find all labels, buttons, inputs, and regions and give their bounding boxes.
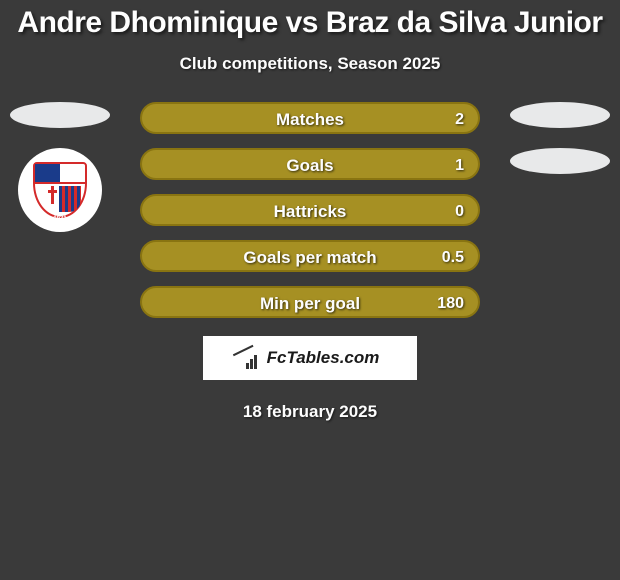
badge-stripes-icon xyxy=(59,186,81,212)
player-right-ellipse-1 xyxy=(510,102,610,128)
stat-label: Goals xyxy=(142,150,478,182)
bahia-badge-icon: ESPORTE CLUBE BAHIA 1931 xyxy=(30,160,90,220)
stat-row: Goals1 xyxy=(140,148,480,180)
player-right-ellipse-2 xyxy=(510,148,610,174)
club-badge-left: ESPORTE CLUBE BAHIA 1931 xyxy=(18,148,102,232)
stat-label: Hattricks xyxy=(142,196,478,228)
stat-label: Goals per match xyxy=(142,242,478,274)
left-column: ESPORTE CLUBE BAHIA 1931 xyxy=(10,102,110,232)
branding-text: FcTables.com xyxy=(267,348,380,368)
stat-label: Matches xyxy=(142,104,478,136)
right-column xyxy=(510,102,610,194)
stat-rows: Matches2Goals1Hattricks0Goals per match0… xyxy=(140,102,480,318)
badge-shield xyxy=(33,162,87,218)
badge-year: 1931 xyxy=(30,216,90,222)
page-title: Andre Dhominique vs Braz da Silva Junior xyxy=(0,0,620,40)
infographic-container: Andre Dhominique vs Braz da Silva Junior… xyxy=(0,0,620,580)
page-subtitle: Club competitions, Season 2025 xyxy=(0,54,620,74)
stat-value-right: 180 xyxy=(437,288,464,320)
stat-row: Goals per match0.5 xyxy=(140,240,480,272)
footer-date: 18 february 2025 xyxy=(0,402,620,422)
player-left-ellipse xyxy=(10,102,110,128)
stat-value-right: 0 xyxy=(455,196,464,228)
branding-box: FcTables.com xyxy=(203,336,417,380)
stat-row: Hattricks0 xyxy=(140,194,480,226)
chart-arrow-icon xyxy=(241,347,263,369)
stat-value-right: 1 xyxy=(455,150,464,182)
stat-value-right: 2 xyxy=(455,104,464,136)
stat-row: Matches2 xyxy=(140,102,480,134)
stat-label: Min per goal xyxy=(142,288,478,320)
stat-row: Min per goal180 xyxy=(140,286,480,318)
badge-cross-icon xyxy=(48,186,57,208)
stats-area: ESPORTE CLUBE BAHIA 1931 Matches2 Goals1 H… xyxy=(0,102,620,318)
stat-value-right: 0.5 xyxy=(442,242,464,274)
